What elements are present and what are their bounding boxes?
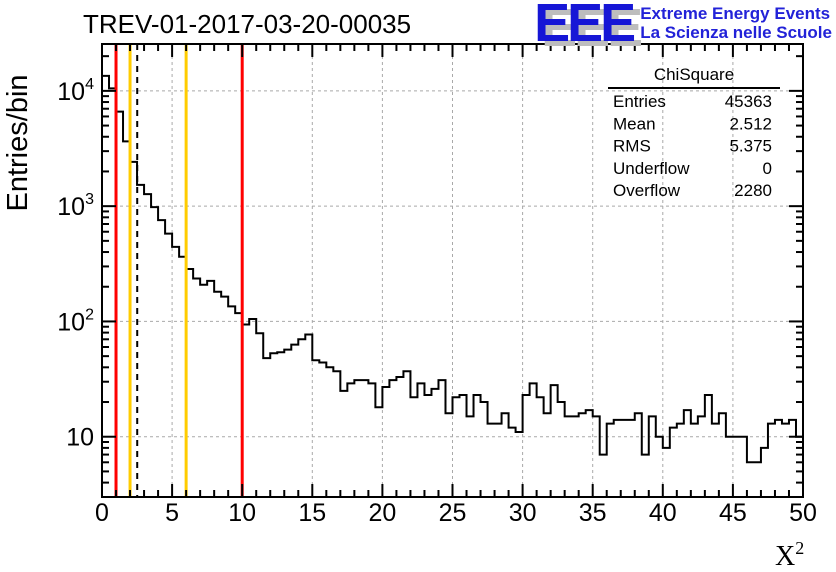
stats-title: ChiSquare (654, 65, 734, 84)
histogram-steps (101, 74, 804, 497)
x-tick-label: 50 (789, 499, 817, 527)
stats-row-label: Mean (613, 114, 656, 133)
eee-logo-line2: La Scienza nelle Scuole (640, 23, 832, 42)
stats-row-value: 2.512 (729, 114, 772, 133)
x-axis-title-base: X (775, 541, 795, 572)
x-tick-label: 10 (228, 499, 256, 527)
x-tick-label: 25 (439, 499, 467, 527)
x-tick-label: 35 (579, 499, 607, 527)
gridlines (102, 44, 803, 497)
stats-rows: Entries 45363 Mean 2.512 RMS 5.375 Underflow 0 O… (613, 92, 772, 200)
stats-row-value: 45363 (725, 92, 772, 111)
eee-logo-line1: Extreme Energy Events (640, 4, 831, 23)
x-axis-title-exponent: 2 (795, 538, 804, 558)
x-tick-label: 20 (368, 499, 396, 527)
eee-logo: EEE Extreme Energy Events La Scienza nel… (534, 0, 832, 53)
stats-row-value: 2280 (734, 181, 772, 200)
eee-logo-acronym: EEE (534, 0, 636, 53)
stats-row-label: Underflow (613, 159, 690, 178)
y-tick-label: 103 (57, 191, 94, 221)
eee-logo-text: Extreme Energy Events La Scienza nelle S… (640, 4, 832, 42)
stats-row-label: RMS (613, 137, 651, 156)
plot-title: TREV-01-2017-03-20-00035 (83, 9, 411, 39)
stats-row-label: Entries (613, 92, 666, 111)
chi-square-histogram (101, 74, 804, 497)
x-tick-label: 40 (649, 499, 677, 527)
axis-ticks (101, 44, 804, 497)
y-tick-label: 102 (57, 306, 94, 336)
stats-box: ChiSquare Entries 45363 Mean 2.512 RMS 5.375 U… (608, 65, 780, 200)
y-tick-label: 104 (57, 76, 94, 106)
x-tick-label: 5 (165, 499, 179, 527)
x-tick-label: 30 (509, 499, 537, 527)
x-tick-label: 15 (298, 499, 326, 527)
stats-row-label: Overflow (613, 181, 681, 200)
y-tick-labels: 10 102 103 104 (57, 76, 94, 452)
threshold-lines (114, 44, 244, 497)
x-axis-title: X2 (775, 538, 804, 572)
y-tick-label: 10 (66, 424, 94, 452)
x-tick-label: 0 (95, 499, 109, 527)
x-tick-labels: 0 5 10 15 20 25 30 35 40 45 50 (95, 499, 817, 527)
y-axis-title: Entries/bin (2, 74, 34, 211)
stats-row-value: 0 (763, 159, 772, 178)
x-tick-label: 45 (719, 499, 747, 527)
stats-row-value: 5.375 (729, 137, 772, 156)
